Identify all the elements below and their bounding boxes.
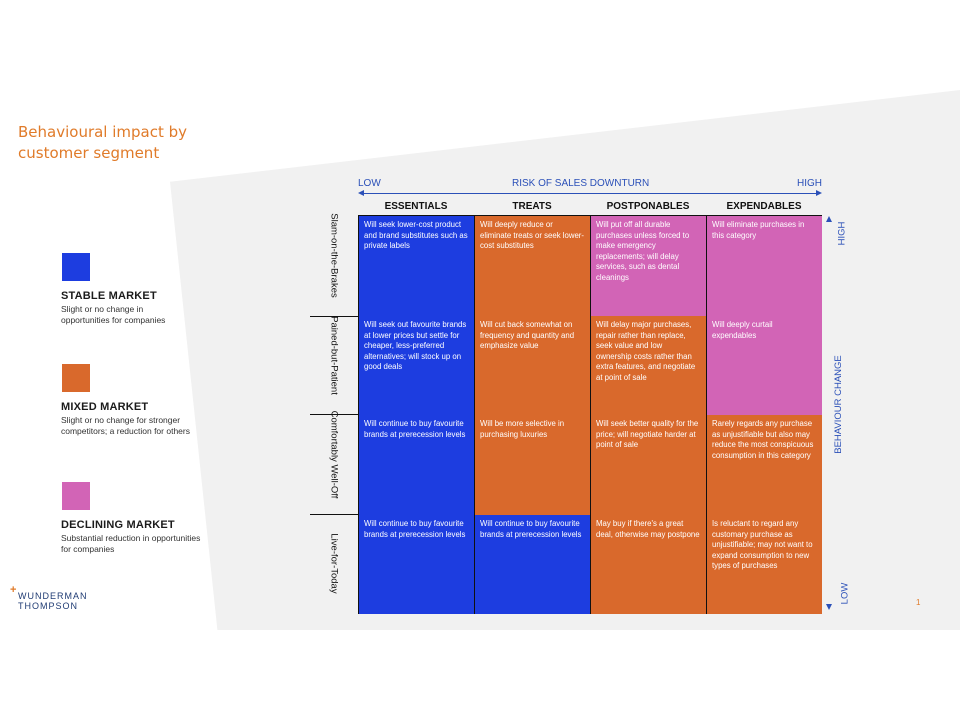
matrix-cell: Rarely regards any purchase as unjustifi… [706,415,822,515]
slide-title: Behavioural impact by customer segment [18,123,188,162]
column-divider [590,216,591,614]
row-separator [310,514,358,515]
column-header-postponables: POSTPONABLES [606,201,690,212]
row-separator [310,316,358,317]
page-number: 1 [916,598,921,607]
matrix-cell: Will cut back somewhat on frequency and … [474,316,590,415]
risk-axis-label: RISK OF SALES DOWNTURN [512,178,650,189]
behaviour-change-axis: HIGH BEHAVIOUR CHANGE LOW [826,216,866,614]
arrow-down-icon [826,604,832,610]
matrix-left-edge [358,216,359,614]
matrix-cell: May buy if there's a great deal, otherwi… [590,515,706,614]
column-divider [474,216,475,614]
matrix-cell: Will deeply reduce or eliminate treats o… [474,216,590,316]
risk-axis-low: LOW [358,178,381,189]
row-label-pained-but-patient: Pained-but-Patient [328,316,340,395]
legend-desc-declining: Substantial reduction in opportunities f… [61,533,201,554]
arrow-up-icon [826,216,832,222]
company-logo: + WUNDERMAN THOMPSON [10,585,88,612]
matrix-cell: Will seek lower-cost product and brand s… [358,216,474,316]
legend-title-stable: STABLE MARKET [61,290,157,302]
matrix-cell: Will be more selective in purchasing lux… [474,415,590,515]
arrow-right-icon [816,190,822,196]
legend-swatch-mixed [62,364,90,392]
header-rule [358,215,822,217]
behaviour-axis-high: HIGH [836,221,848,246]
matrix-cell: Will seek better quality for the price; … [590,415,706,515]
matrix-cell: Will delay major purchases, repair rathe… [590,316,706,415]
row-label-comfortably-well-off: Comfortably Well-Off [328,410,340,499]
column-header-expendables: EXPENDABLES [726,201,802,212]
logo-line-1: WUNDERMAN [18,591,88,601]
behaviour-axis-low: LOW [839,582,851,605]
row-label-slam-on-the-brakes: Slam-on-the-Brakes [328,213,340,298]
row-label-live-for-today: Live-for-Today [328,533,340,594]
plus-icon: + [10,584,18,596]
legend-title-declining: DECLINING MARKET [61,519,175,531]
risk-axis-line [362,193,818,194]
column-header-treats: TREATS [512,201,552,212]
matrix-cell: Will put off all durable purchases unles… [590,216,706,316]
column-divider [706,216,707,614]
risk-axis: LOW RISK OF SALES DOWNTURN HIGH [358,178,822,198]
column-header-essentials: ESSENTIALS [384,201,448,212]
arrow-left-icon [358,190,364,196]
risk-axis-high: HIGH [797,178,822,189]
legend-desc-mixed: Slight or no change for stronger competi… [61,415,190,436]
row-separator [310,414,358,415]
matrix-cell: Will seek out favourite brands at lower … [358,316,474,415]
logo-line-2: THOMPSON [18,601,79,611]
legend-desc-stable: Slight or no change in opportunities for… [61,304,166,325]
matrix-cell: Will continue to buy favourite brands at… [358,415,474,515]
matrix-cell: Is reluctant to regard any customary pur… [706,515,822,614]
legend-title-mixed: MIXED MARKET [61,401,149,413]
matrix-cell: Will continue to buy favourite brands at… [358,515,474,614]
matrix-cell: Will eliminate purchases in this categor… [706,216,822,316]
legend-swatch-declining [62,482,90,510]
matrix-cell: Will deeply curtail expendables [706,316,822,415]
legend-swatch-stable [62,253,90,281]
behaviour-axis-label: BEHAVIOUR CHANGE [832,355,844,454]
matrix-cell: Will continue to buy favourite brands at… [474,515,590,614]
